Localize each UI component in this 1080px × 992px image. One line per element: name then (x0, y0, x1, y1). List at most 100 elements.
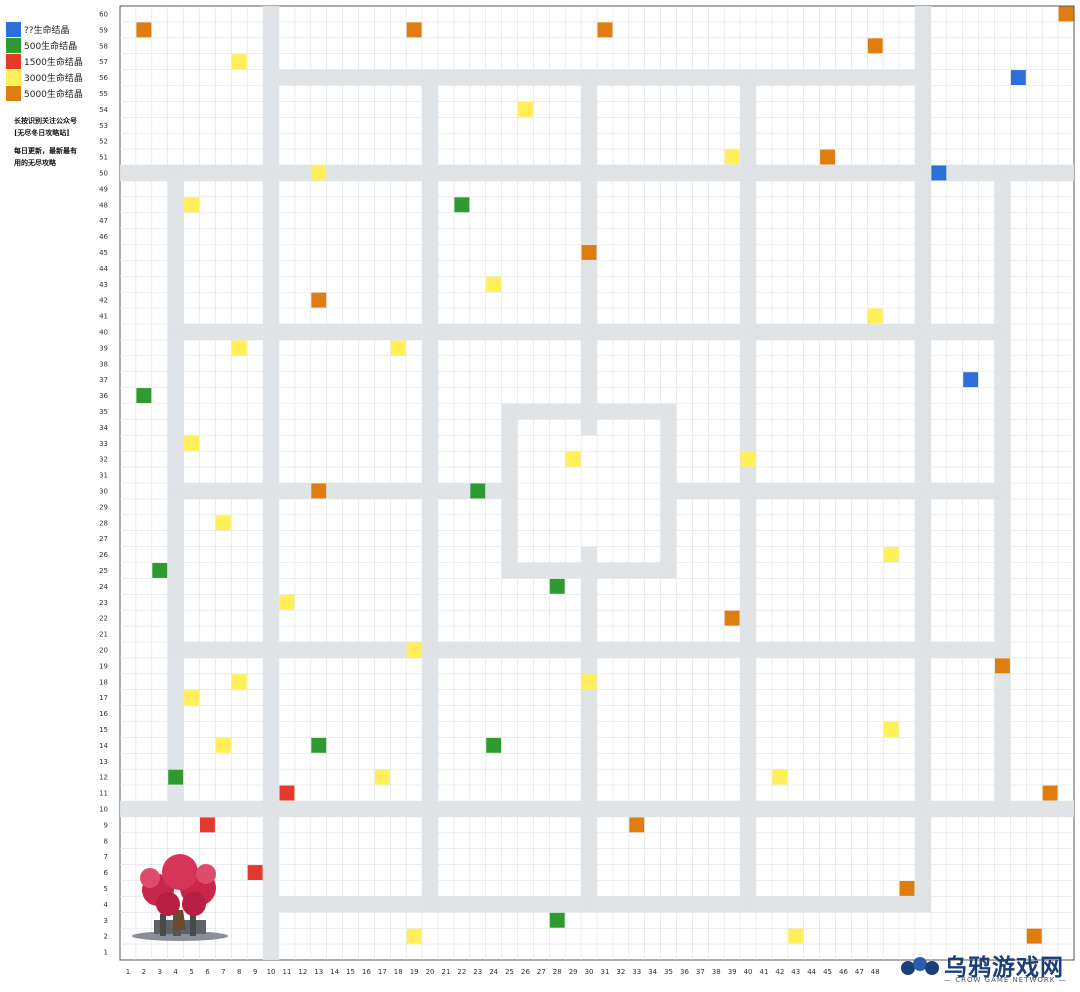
x-tick-label: 2 (142, 968, 146, 976)
x-tick-label: 1 (126, 968, 130, 976)
note-line-2: [无尽冬日攻略站] (14, 128, 70, 137)
legend-label: 3000生命结晶 (24, 74, 83, 84)
y-tick-label: 24 (99, 583, 108, 591)
crystal-marker (549, 912, 565, 928)
legend-label: 5000生命结晶 (24, 90, 83, 100)
y-tick-label: 39 (99, 344, 108, 352)
legend: ??生命结晶 500生命结晶 1500生命结晶 3000生命结晶 5000生命结晶 (6, 22, 116, 102)
road-segment (581, 546, 597, 913)
crystal-marker (931, 165, 947, 181)
crystal-marker (740, 451, 756, 467)
legend-swatch (6, 70, 21, 85)
crystal-marker (724, 149, 740, 165)
crystal-marker (406, 642, 422, 658)
y-tick-label: 22 (99, 615, 108, 623)
x-tick-label: 20 (426, 968, 435, 976)
road-segment (660, 403, 677, 579)
x-tick-label: 44 (807, 968, 816, 976)
crystal-markers (136, 6, 1074, 944)
x-tick-label: 3 (158, 968, 162, 976)
y-tick-label: 18 (99, 678, 108, 686)
y-tick-label: 54 (99, 106, 108, 114)
x-tick-label: 45 (823, 968, 832, 976)
x-tick-label: 33 (632, 968, 641, 976)
y-tick-label: 37 (99, 376, 108, 384)
road-segment (501, 403, 677, 420)
crystal-marker (184, 435, 199, 451)
y-tick-label: 29 (99, 503, 108, 511)
crystal-marker (406, 928, 422, 944)
y-tick-label: 53 (99, 122, 108, 130)
crystal-marker (311, 165, 327, 181)
x-tick-label: 32 (616, 968, 625, 976)
crystal-marker (820, 149, 835, 165)
y-tick-label: 42 (99, 297, 108, 305)
y-tick-label: 13 (99, 758, 108, 766)
x-tick-label: 34 (648, 968, 657, 976)
map-roads (120, 6, 1074, 960)
y-tick-label: 15 (99, 726, 108, 734)
crystal-marker (470, 483, 486, 499)
y-tick-label: 21 (99, 631, 108, 639)
x-tick-label: 28 (553, 968, 562, 976)
y-tick-label: 9 (104, 821, 108, 829)
y-tick-label: 44 (99, 265, 108, 273)
note-line-1: 长按识别关注公众号 (14, 116, 77, 125)
y-tick-label: 6 (104, 869, 109, 877)
road-segment (915, 6, 931, 913)
crystal-marker (311, 292, 327, 308)
watermark-subtitle: — CROW GAME NETWORK — (944, 976, 1067, 984)
y-tick-label: 32 (99, 456, 108, 464)
legend-item: 500生命结晶 (6, 38, 116, 54)
watermark: 乌鸦游戏网 — CROW GAME NETWORK — (900, 948, 1070, 988)
crystal-marker (374, 769, 390, 785)
crystal-marker (215, 737, 231, 753)
road-segment (994, 165, 1011, 817)
y-tick-label: 41 (99, 313, 108, 321)
y-tick-label: 58 (99, 42, 108, 50)
legend-swatch (6, 22, 21, 37)
y-tick-label: 12 (99, 774, 108, 782)
x-tick-label: 29 (569, 968, 578, 976)
crystal-marker (629, 817, 645, 833)
x-tick-label: 5 (189, 968, 193, 976)
crystal-marker (486, 276, 502, 292)
crystal-marker (279, 785, 295, 801)
y-tick-label: 35 (99, 408, 108, 416)
note-line-3: 每日更新，最新最有 (14, 146, 77, 155)
x-tick-label: 41 (759, 968, 768, 976)
y-tick-label: 14 (99, 742, 108, 750)
y-tick-label: 51 (99, 154, 108, 162)
x-tick-label: 18 (394, 968, 403, 976)
x-tick-label: 6 (205, 968, 210, 976)
y-tick-label: 23 (99, 599, 108, 607)
legend-item: 5000生命结晶 (6, 86, 116, 102)
legend-swatch (6, 38, 21, 53)
crystal-marker (231, 674, 247, 690)
road-segment (167, 165, 184, 817)
tree-icon (132, 854, 228, 941)
x-tick-label: 21 (441, 968, 450, 976)
y-tick-label: 45 (99, 249, 108, 257)
y-tick-label: 20 (99, 646, 108, 654)
y-tick-label: 28 (99, 519, 108, 527)
y-tick-label: 50 (99, 169, 108, 177)
legend-label: 1500生命结晶 (24, 58, 83, 68)
x-tick-label: 38 (712, 968, 721, 976)
x-tick-label: 11 (282, 968, 291, 976)
y-tick-label: 60 (99, 10, 108, 18)
y-tick-label: 52 (99, 138, 108, 146)
crystal-marker (200, 817, 215, 833)
x-tick-label: 36 (680, 968, 689, 976)
x-axis-ticks: 1 2 3 4 5 6 7 8 9 10 11 12 13 14 15 16 17 18 19 20 21 22 23 24 2… (126, 968, 880, 976)
y-tick-label: 56 (99, 74, 108, 82)
crystal-marker (995, 658, 1010, 674)
crystal-marker (867, 308, 883, 324)
y-tick-label: 7 (104, 853, 108, 861)
crystal-marker (1058, 6, 1074, 22)
crystal-marker (963, 372, 979, 388)
y-tick-label: 17 (99, 694, 108, 702)
road-segment (501, 403, 518, 579)
crystal-marker (565, 451, 581, 467)
road-segment (676, 483, 1011, 499)
